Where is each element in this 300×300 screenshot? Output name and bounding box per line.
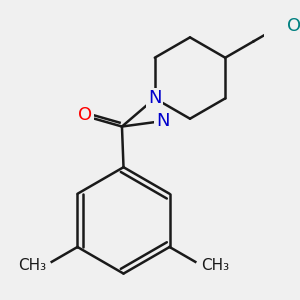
Text: N: N [148,89,161,107]
Text: O: O [78,106,92,124]
Text: N: N [156,112,169,130]
Text: OH: OH [287,17,300,35]
Text: CH₃: CH₃ [18,258,46,273]
Text: CH₃: CH₃ [201,258,229,273]
